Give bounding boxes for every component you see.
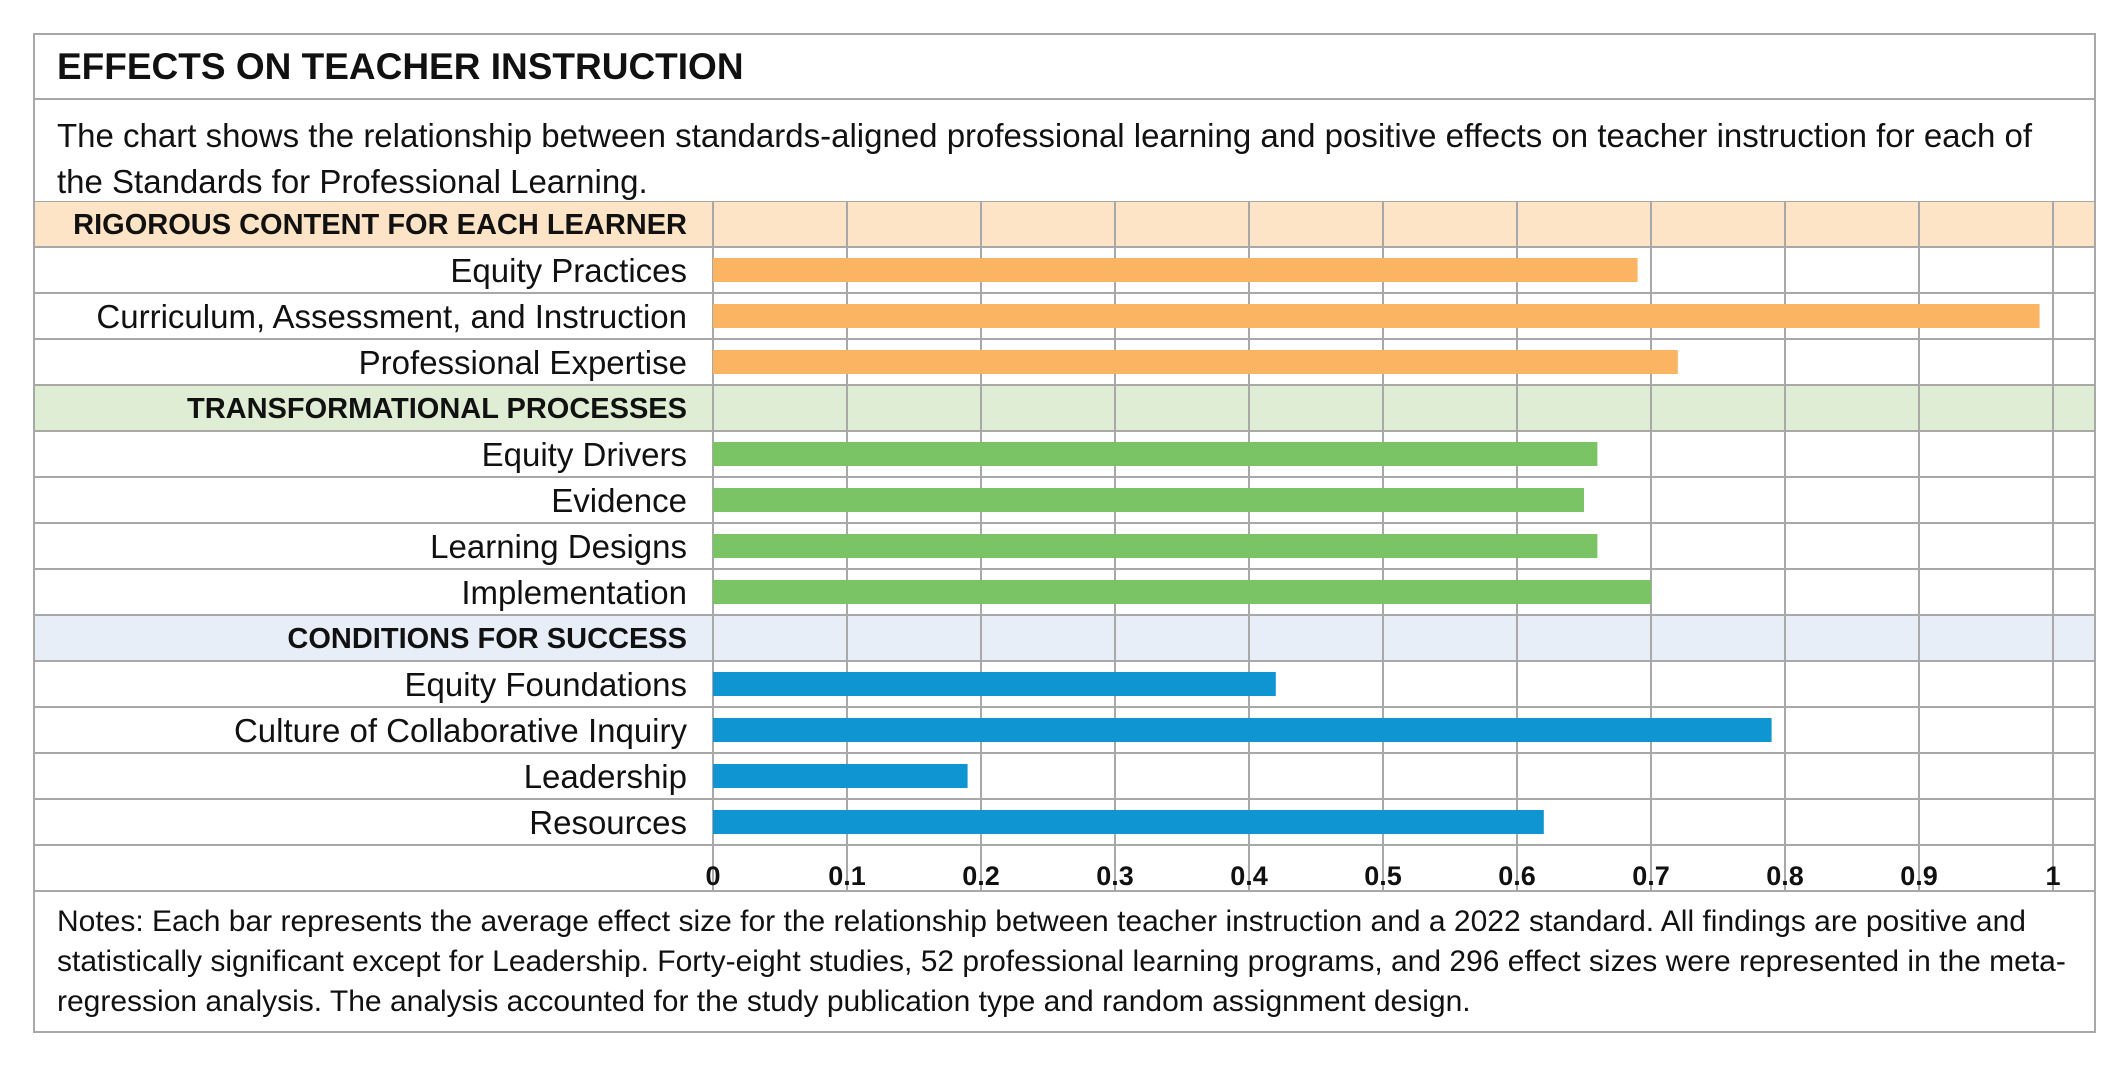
category-label: Equity Foundations [404,666,687,703]
bar [713,718,1772,742]
chart-subtitle: The chart shows the relationship between… [57,117,2033,200]
chart-title: EFFECTS ON TEACHER INSTRUCTION [35,35,2094,100]
tick-label: 0.5 [1364,861,1402,891]
category-label: Learning Designs [430,528,687,565]
bar [713,810,1544,834]
bar-chart: RIGOROUS CONTENT FOR EACH LEARNER Equity … [35,201,2094,892]
tick-label: 0.9 [1900,861,1938,891]
bar [713,764,968,788]
category-label: Professional Expertise [359,344,687,381]
bar [713,488,1584,512]
category-label: Equity Drivers [482,436,687,473]
group-band [35,615,2094,661]
category-label: Implementation [461,574,687,611]
category-label: Curriculum, Assessment, and Instruction [96,298,687,335]
tick-label: 0.8 [1766,861,1804,891]
tick-label: 0.1 [828,861,866,891]
tick-label: 1 [2045,861,2060,891]
tick-label: 0.6 [1498,861,1536,891]
bar [713,258,1638,282]
category-label: Leadership [524,758,687,795]
tick-label: 0 [705,861,720,891]
group-label: TRANSFORMATIONAL PROCESSES [187,393,687,425]
bar [713,672,1276,696]
bar [713,350,1678,374]
chart-notes: Notes: Each bar represents the average e… [57,905,2066,1018]
chart-frame: EFFECTS ON TEACHER INSTRUCTION The chart… [33,33,2096,1033]
category-label: Resources [529,804,687,841]
bar [713,442,1598,466]
group-label: CONDITIONS FOR SUCCESS [287,623,687,655]
bar [713,304,2040,328]
tick-label: 0.7 [1632,861,1670,891]
bar [713,534,1598,558]
group-band [35,201,2094,247]
group-band [35,385,2094,431]
category-label: Evidence [551,482,687,519]
bar [713,580,1651,604]
tick-label: 0.2 [962,861,1000,891]
tick-label: 0.4 [1230,861,1268,891]
category-label: Equity Practices [450,252,687,289]
tick-label: 0.3 [1096,861,1134,891]
group-label: RIGOROUS CONTENT FOR EACH LEARNER [73,209,687,241]
category-label: Culture of Collaborative Inquiry [234,712,688,749]
